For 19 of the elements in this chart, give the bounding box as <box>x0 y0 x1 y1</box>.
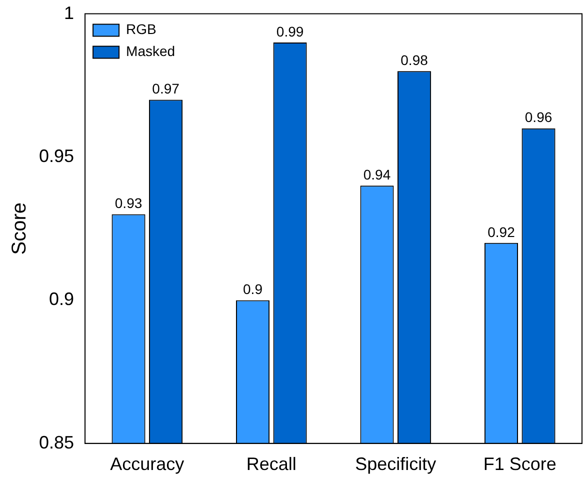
x-tick-label: Recall <box>246 454 296 474</box>
data-label: 0.96 <box>524 109 552 126</box>
data-label: 0.93 <box>114 195 142 212</box>
x-tick-label: F1 Score <box>483 454 556 474</box>
x-tick-label: Accuracy <box>110 454 184 474</box>
data-label: 0.9 <box>243 281 263 298</box>
legend-label: Masked <box>126 43 176 60</box>
data-label: 0.97 <box>152 80 180 97</box>
data-label: 0.98 <box>400 52 428 68</box>
y-tick-label: 0.85 <box>38 432 74 452</box>
data-label: 0.99 <box>276 23 304 40</box>
y-tick-label: 1 <box>64 2 74 23</box>
y-tick-label: 0.9 <box>49 289 74 310</box>
y-axis-title: Score <box>8 202 31 255</box>
data-label: 0.92 <box>488 224 516 240</box>
y-tick-label: 0.95 <box>38 146 74 166</box>
x-tick-label: Specificity <box>355 454 436 474</box>
legend-label: RGB <box>126 21 156 38</box>
data-label: 0.94 <box>363 166 391 182</box>
